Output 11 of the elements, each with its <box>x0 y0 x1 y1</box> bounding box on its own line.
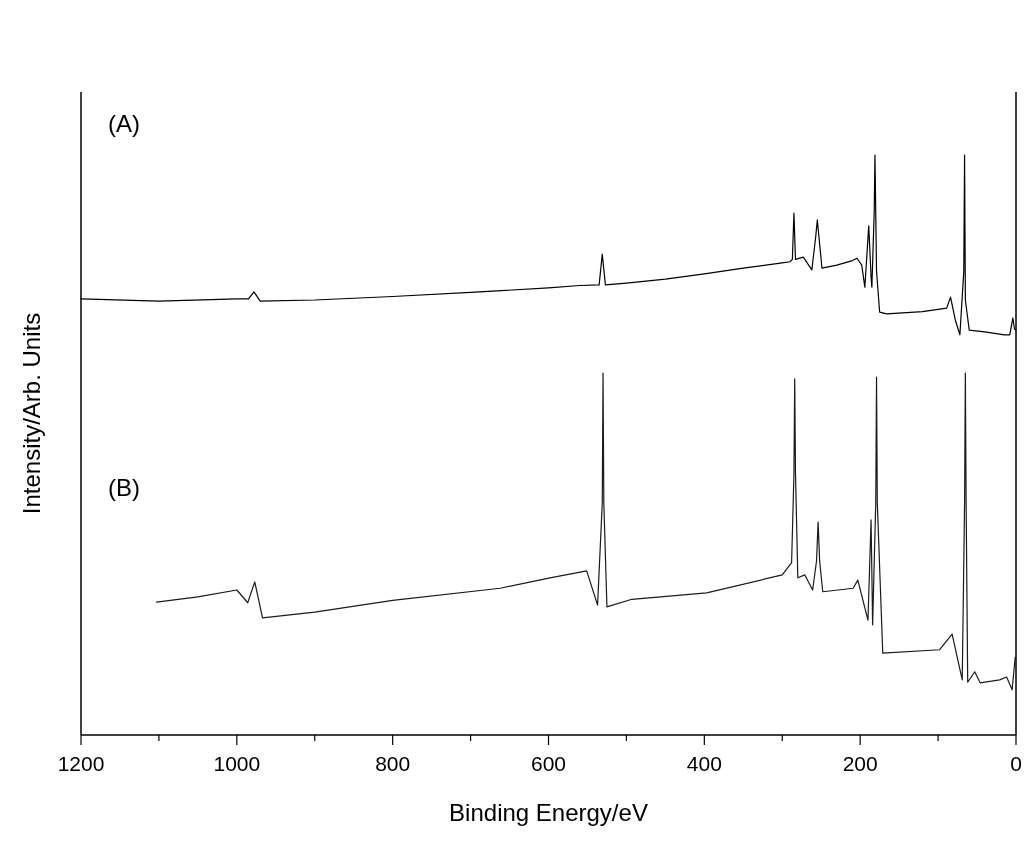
y-axis-title: Intensity/Arb. Units <box>18 312 45 515</box>
text: (A) <box>108 110 140 137</box>
x-tick-label: 800 <box>375 752 411 775</box>
x-tick-label: 1200 <box>57 752 105 775</box>
x-tick-label: 400 <box>686 752 722 775</box>
x-tick-label: 0 <box>1010 752 1022 775</box>
x-tick-label: 600 <box>530 752 567 775</box>
annotation: (B) <box>108 474 140 501</box>
x-axis-title: Binding Energy/eV <box>449 799 648 826</box>
x-tick-label: 1000 <box>213 752 261 775</box>
x-tick-label: 200 <box>842 752 878 775</box>
